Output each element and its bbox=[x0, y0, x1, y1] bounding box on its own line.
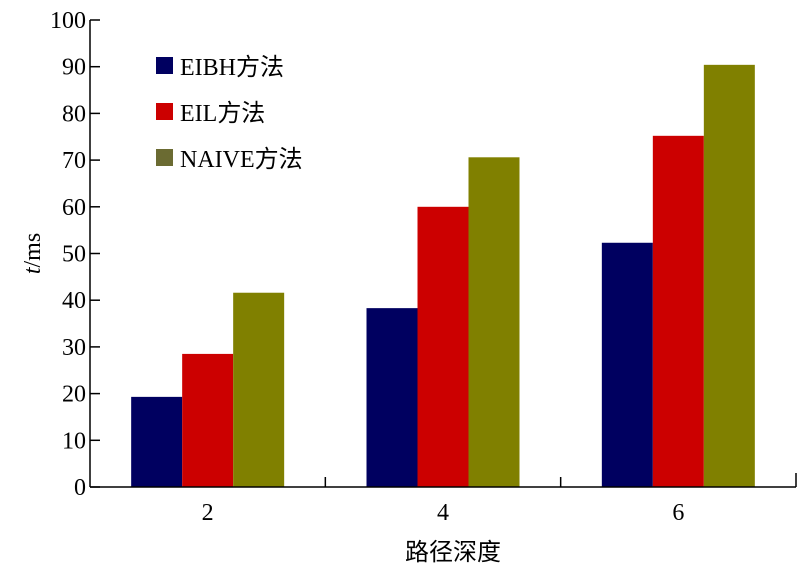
bar-NAIVE方法-4 bbox=[468, 157, 520, 487]
bar-EIBH方法-6 bbox=[601, 242, 653, 487]
bar-EIBH方法-2 bbox=[131, 396, 183, 487]
legend-swatch bbox=[156, 103, 173, 120]
legend-label: EIBH方法 bbox=[180, 54, 284, 81]
y-tick-label: 50 bbox=[62, 242, 86, 268]
bar-EIL方法-6 bbox=[652, 135, 704, 488]
bar-EIL方法-2 bbox=[182, 353, 234, 487]
x-tick-label: 4 bbox=[437, 500, 449, 526]
legend-label: EIL方法 bbox=[180, 100, 265, 127]
legend-label: NAIVE方法 bbox=[180, 146, 303, 173]
y-tick-label: 80 bbox=[62, 101, 86, 127]
bar-NAIVE方法-2 bbox=[233, 292, 285, 487]
y-tick-label: 0 bbox=[74, 475, 86, 501]
y-axis-label: t/ms bbox=[20, 233, 46, 274]
y-tick-label: 40 bbox=[62, 288, 86, 314]
y-axis-label-unit: /ms bbox=[20, 233, 46, 268]
y-tick-label: 30 bbox=[62, 335, 86, 361]
legend-swatch bbox=[156, 149, 173, 166]
y-tick-label: 10 bbox=[62, 428, 86, 454]
x-ticks-group: 2 4 6 bbox=[202, 477, 684, 526]
bars-group bbox=[131, 64, 755, 488]
bar-EIL方法-4 bbox=[417, 206, 469, 488]
y-ticks-group: 0 10 20 30 40 50 60 70 80 90 100 bbox=[50, 8, 100, 501]
x-axis-label: 路径深度 bbox=[405, 539, 501, 566]
y-tick-label: 20 bbox=[62, 382, 86, 408]
bar-NAIVE方法-6 bbox=[703, 64, 755, 487]
y-tick-label: 100 bbox=[50, 8, 86, 34]
y-tick-label: 60 bbox=[62, 195, 86, 221]
bar-EIBH方法-4 bbox=[366, 308, 418, 487]
x-tick-label: 2 bbox=[202, 500, 214, 526]
y-axis-label-italic: t bbox=[20, 266, 46, 274]
legend-swatch bbox=[156, 57, 173, 74]
y-tick-label: 90 bbox=[62, 55, 86, 81]
legend: EIBH方法 EIL方法 NAIVE方法 bbox=[156, 54, 303, 173]
y-tick-label: 70 bbox=[62, 148, 86, 174]
x-tick-label: 6 bbox=[672, 500, 684, 526]
